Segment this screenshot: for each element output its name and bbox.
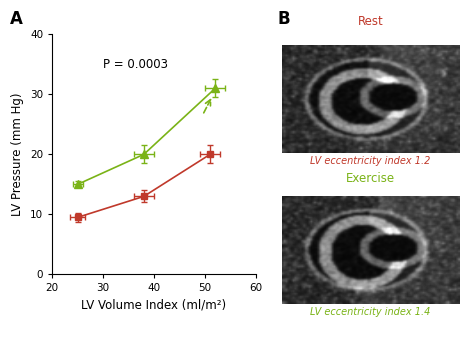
Text: Exercise: Exercise xyxy=(346,172,395,185)
X-axis label: LV Volume Index (ml/m²): LV Volume Index (ml/m²) xyxy=(82,299,227,312)
Y-axis label: LV Pressure (mm Hg): LV Pressure (mm Hg) xyxy=(11,93,25,216)
Text: Rest: Rest xyxy=(358,15,383,28)
Text: LV eccentricity index 1.2: LV eccentricity index 1.2 xyxy=(310,156,431,166)
Text: A: A xyxy=(9,10,22,28)
Text: LV eccentricity index 1.4: LV eccentricity index 1.4 xyxy=(310,307,431,317)
Text: P = 0.0003: P = 0.0003 xyxy=(103,58,168,71)
Text: B: B xyxy=(277,10,290,28)
